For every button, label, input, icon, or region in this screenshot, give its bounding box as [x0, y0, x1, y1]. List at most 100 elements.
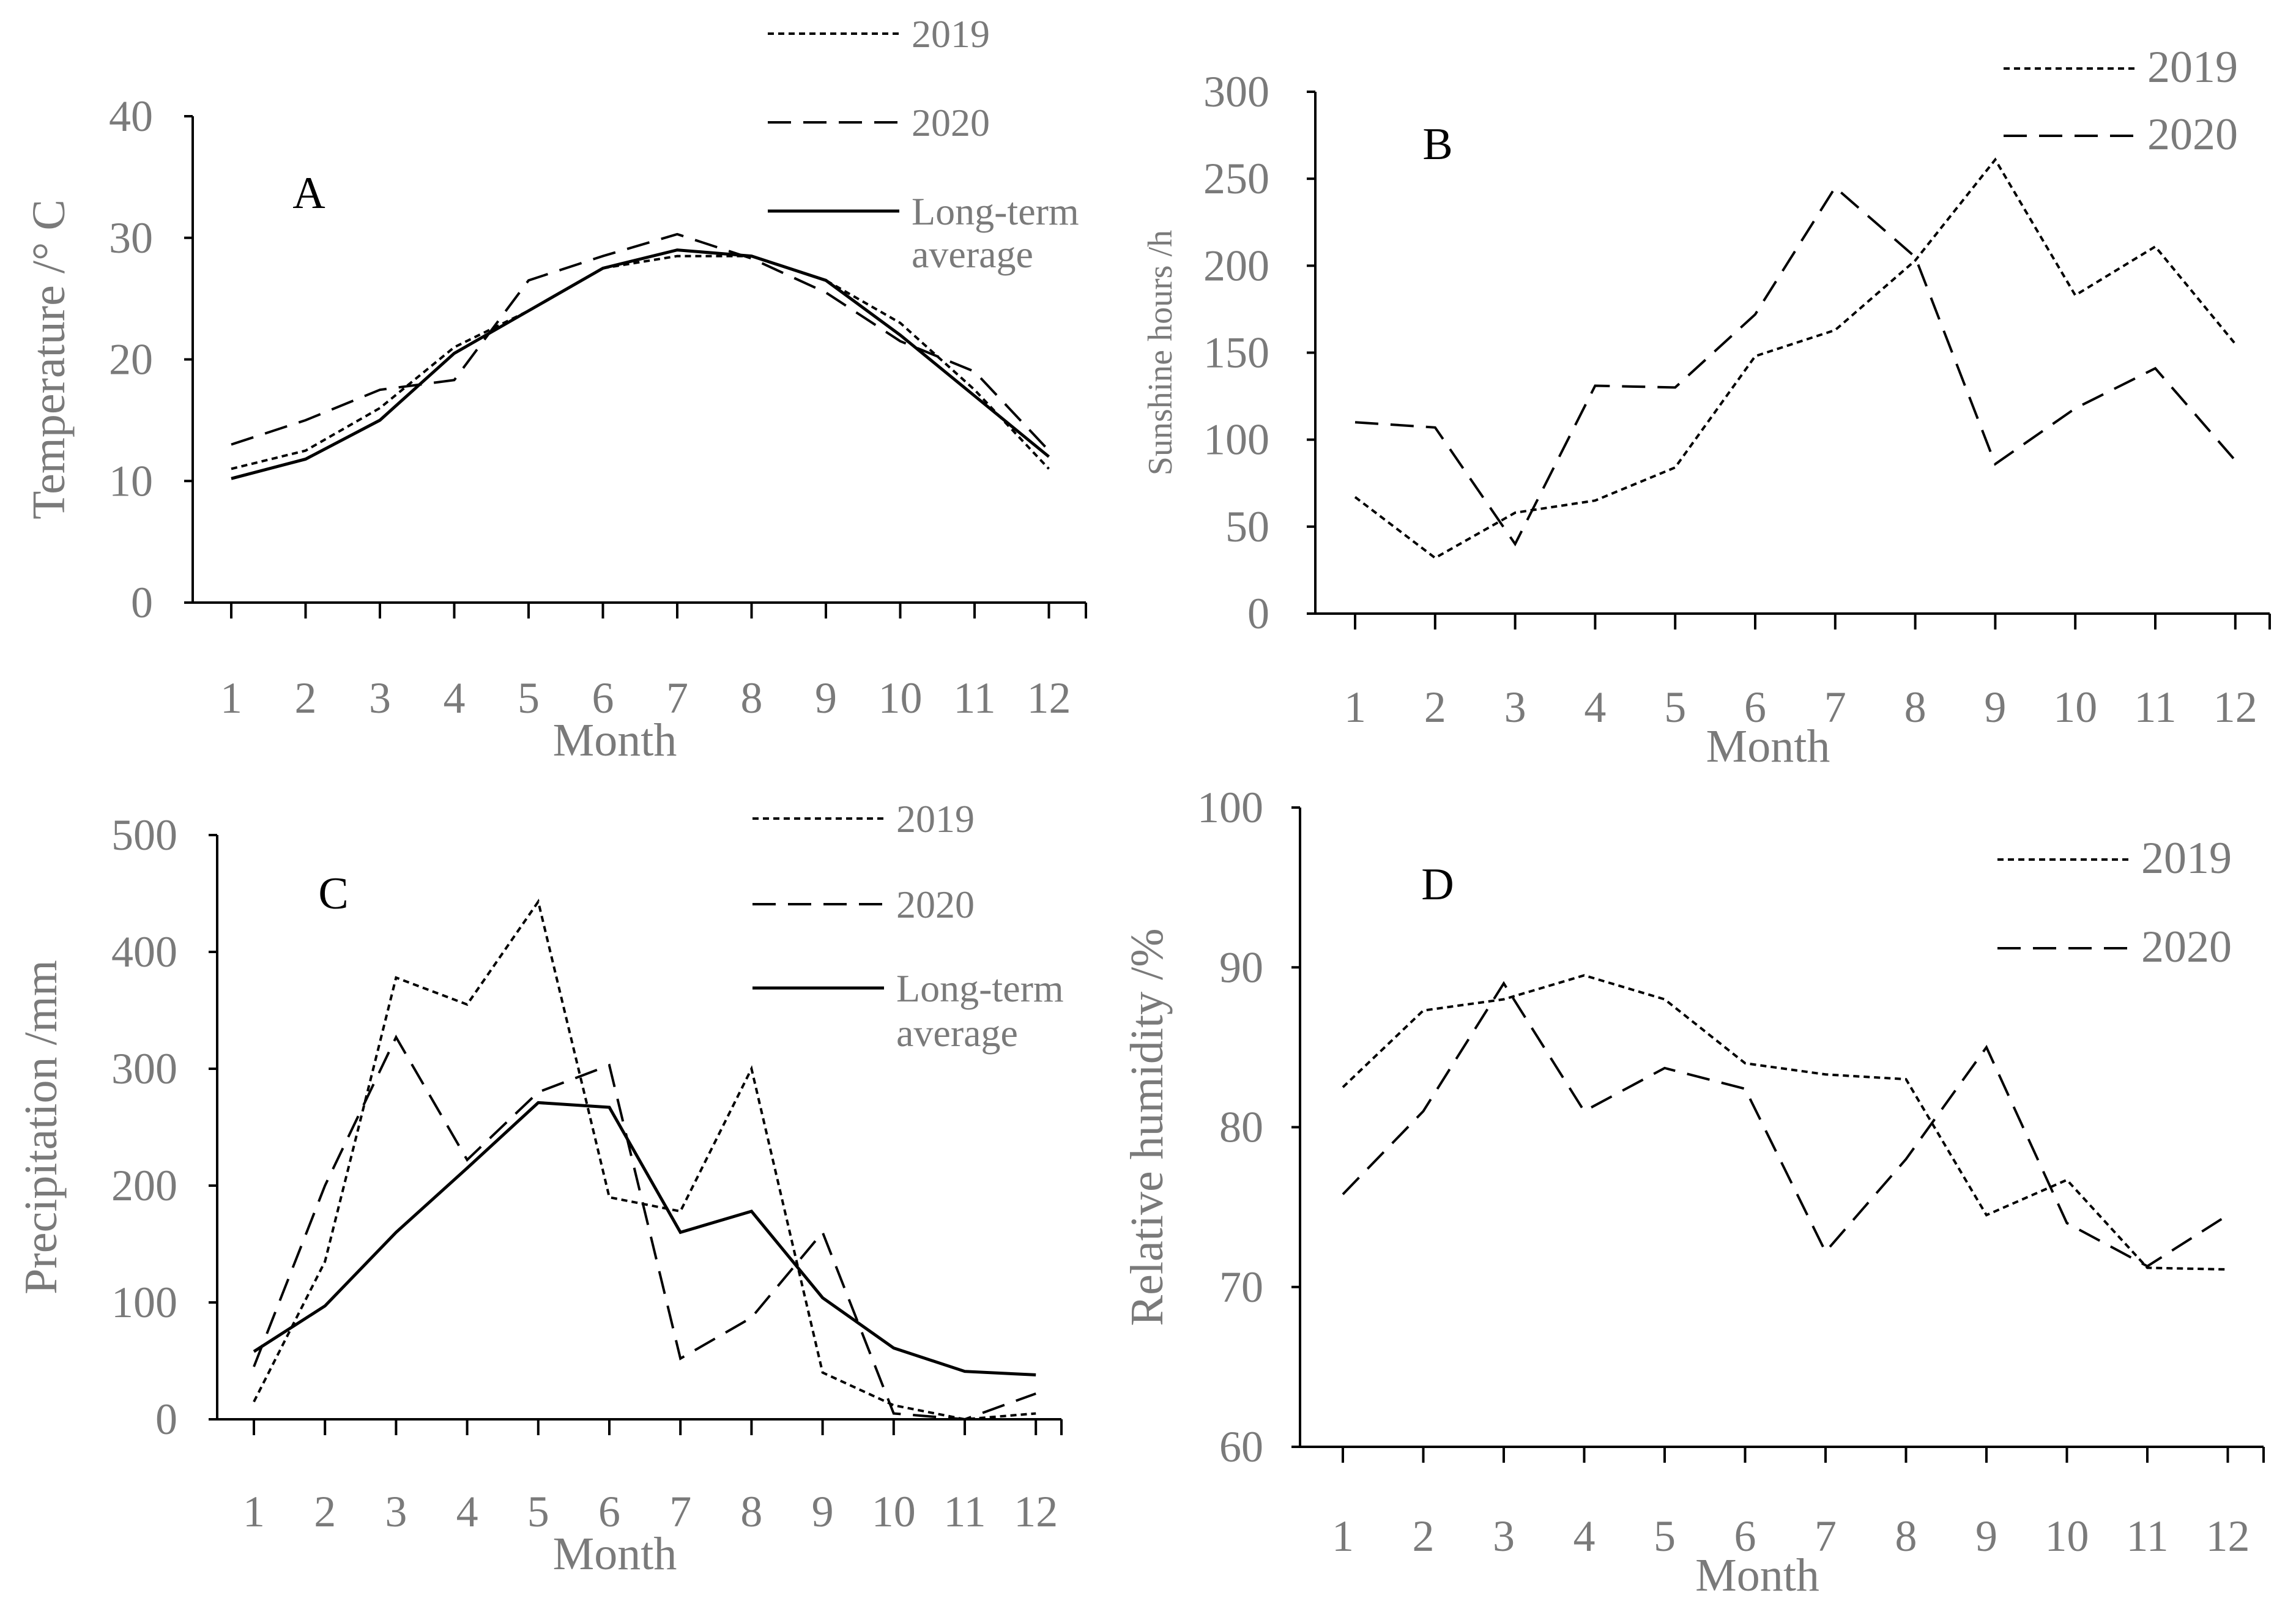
x-tick-label: 5 [1664, 683, 1686, 732]
x-tick-label: 3 [1504, 683, 1526, 732]
x-tick-label: 7 [669, 1487, 691, 1536]
y-tick-label: 500 [111, 811, 177, 860]
y-axis-label: Sunshine hours /h [1142, 230, 1180, 475]
y-tick-label: 50 [1225, 502, 1269, 551]
panel-letter: C [318, 869, 348, 919]
y-tick-label: 300 [1203, 67, 1269, 116]
x-tick-label: 6 [1734, 1512, 1756, 1561]
legend-label: 2019 [2141, 833, 2232, 883]
x-tick-label: 2 [314, 1487, 336, 1536]
x-tick-label: 10 [879, 674, 923, 722]
x-tick-label: 7 [1815, 1512, 1837, 1561]
legend-label: Long-term [912, 190, 1079, 233]
series-line-2020 [231, 232, 1050, 451]
legend-label: Long-term [896, 967, 1064, 1010]
y-tick-label: 0 [1247, 589, 1269, 638]
series-line-2020 [1354, 185, 2237, 547]
panel-letter: B [1422, 119, 1452, 169]
x-tick-label: 9 [1984, 683, 2006, 732]
x-tick-label: 8 [1895, 1512, 1917, 1561]
y-tick-label: 0 [131, 578, 153, 627]
legend-label: 2020 [2147, 110, 2238, 160]
x-tick-label: 1 [220, 674, 242, 722]
y-tick-label: 20 [109, 335, 153, 384]
legend-label: 2020 [2141, 922, 2232, 972]
x-tick-label: 5 [518, 674, 540, 722]
y-tick-label: 200 [1203, 241, 1269, 290]
x-tick-label: 12 [1014, 1487, 1058, 1536]
x-tick-label: 11 [953, 674, 995, 722]
x-tick-label: 7 [666, 674, 688, 722]
x-tick-label: 11 [2134, 683, 2176, 732]
x-tick-label: 10 [872, 1487, 916, 1536]
x-tick-label: 2 [1413, 1512, 1435, 1561]
y-tick-label: 40 [109, 92, 153, 141]
y-tick-label: 400 [111, 927, 177, 976]
legend-label: 2020 [912, 101, 990, 144]
series-line-2020 [253, 1034, 1036, 1421]
x-tick-label: 10 [2045, 1512, 2089, 1561]
x-tick-label: 4 [1573, 1512, 1596, 1561]
y-tick-label: 10 [109, 456, 153, 505]
y-tick-label: 200 [111, 1161, 177, 1210]
x-tick-label: 1 [1332, 1512, 1354, 1561]
x-tick-label: 3 [385, 1487, 407, 1536]
x-tick-label: 4 [456, 1487, 478, 1536]
x-tick-label: 6 [598, 1487, 620, 1536]
legend: 2019 2020 [2004, 42, 2238, 160]
y-tick-label: 250 [1203, 154, 1269, 203]
x-tick-label: 8 [741, 674, 763, 722]
y-tick-label: 90 [1219, 943, 1263, 992]
series-line-long-term-average [253, 1101, 1036, 1376]
legend-label: 2019 [912, 12, 990, 56]
y-tick-label: 100 [1197, 783, 1263, 832]
x-tick-label: 8 [1904, 683, 1926, 732]
y-tick-label: 150 [1203, 329, 1269, 377]
legend-label: 2019 [2147, 42, 2238, 92]
x-tick-label: 7 [1824, 683, 1846, 732]
y-tick-label: 300 [111, 1044, 177, 1093]
x-tick-label: 5 [1654, 1512, 1676, 1561]
x-tick-label: 9 [812, 1487, 834, 1536]
panel-letter: A [292, 168, 325, 218]
legend: 2019 2020 [1997, 833, 2232, 972]
x-tick-label: 12 [1027, 674, 1071, 722]
series-line-long-term-average [231, 248, 1050, 480]
legend-label: average [912, 232, 1033, 276]
y-tick-label: 100 [1203, 415, 1269, 464]
series-line-2019 [1342, 974, 2228, 1271]
x-tick-label: 5 [527, 1487, 549, 1536]
x-axis-label: Month [553, 715, 677, 766]
y-tick-label: 30 [109, 214, 153, 262]
x-tick-label: 10 [2053, 683, 2097, 732]
x-tick-label: 3 [369, 674, 391, 722]
y-tick-label: 0 [155, 1395, 177, 1444]
x-tick-label: 1 [243, 1487, 265, 1536]
x-tick-label: 4 [444, 674, 466, 722]
y-tick-label: 70 [1219, 1263, 1263, 1312]
y-axis-label: Relative humidity /% [1121, 928, 1173, 1326]
y-axis-label: Precipitation /mm [15, 960, 67, 1294]
x-axis-label: Month [1706, 721, 1830, 772]
legend-label: average [896, 1011, 1018, 1055]
x-tick-label: 12 [2213, 683, 2257, 732]
series-line-2019 [1354, 157, 2237, 560]
x-tick-label: 6 [1744, 683, 1766, 732]
y-tick-label: 80 [1219, 1103, 1263, 1152]
y-axis-label: Temperature /° C [23, 199, 75, 519]
x-tick-label: 11 [943, 1487, 986, 1536]
x-axis-label: Month [1695, 1550, 1819, 1601]
y-tick-label: 60 [1219, 1422, 1263, 1471]
x-tick-label: 11 [2126, 1512, 2168, 1561]
y-tick-label: 100 [111, 1278, 177, 1327]
legend-label: 2020 [896, 883, 975, 926]
x-tick-label: 4 [1584, 683, 1606, 732]
panel-letter: D [1421, 860, 1454, 910]
x-tick-label: 9 [815, 674, 837, 722]
